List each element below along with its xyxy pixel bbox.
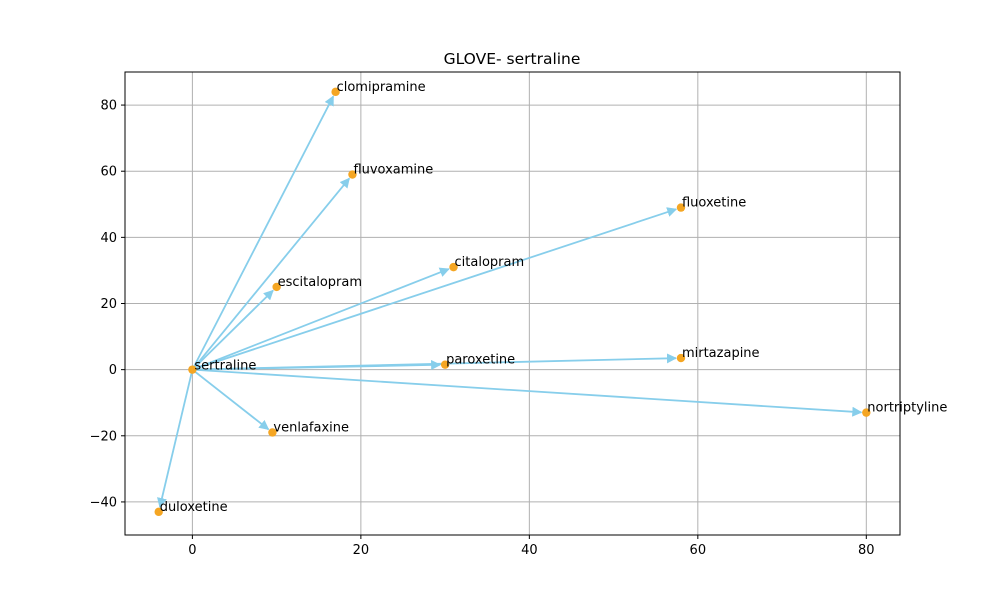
label-escitalopram: escitalopram <box>278 275 362 290</box>
x-tick-label: 80 <box>858 543 875 558</box>
point-sertraline <box>188 365 197 374</box>
label-citalopram: citalopram <box>455 255 525 270</box>
point-duloxetine <box>154 507 163 517</box>
label-sertraline: sertraline <box>194 359 256 374</box>
point-citalopram <box>449 262 458 272</box>
point-clomipramine <box>331 87 340 97</box>
arrow-escitalopram <box>191 289 274 371</box>
x-tick-label: 0 <box>188 543 196 558</box>
arrow-mirtazapine <box>192 353 677 371</box>
arrow-nortriptyline <box>192 368 863 417</box>
point-mirtazapine <box>676 353 686 363</box>
point-fluoxetine <box>676 203 686 212</box>
arrow-clomipramine <box>191 95 335 371</box>
y-tick-label: −20 <box>90 429 117 444</box>
point-venlafaxine <box>268 428 277 437</box>
arrow-citalopram <box>192 267 450 371</box>
axis-ticks: 0 20 40 60 80 −40 −20 0 20 40 60 80 <box>90 99 875 558</box>
x-tick-label: 40 <box>521 543 538 558</box>
point-nortriptyline <box>862 408 871 417</box>
arrow-duloxetine <box>157 369 194 508</box>
arrow-fluoxetine <box>192 207 678 371</box>
point-escitalopram <box>272 282 281 292</box>
label-clomipramine: clomipramine <box>337 80 426 95</box>
arrow-fluvoxamine <box>191 177 350 371</box>
data-points <box>154 87 871 517</box>
label-mirtazapine: mirtazapine <box>682 346 760 361</box>
x-tick-label: 60 <box>690 543 707 558</box>
y-tick-label: −40 <box>90 495 117 510</box>
y-tick-label: 40 <box>100 231 117 246</box>
y-tick-label: 0 <box>109 363 117 378</box>
label-paroxetine: paroxetine <box>446 353 515 368</box>
y-tick-label: 60 <box>100 165 117 180</box>
chart-title: GLOVE- sertraline <box>444 50 581 68</box>
label-fluoxetine: fluoxetine <box>682 196 746 211</box>
label-fluvoxamine: fluvoxamine <box>353 163 433 178</box>
x-tick-label: 20 <box>353 543 370 558</box>
point-labels: sertraline clomipramine fluvoxamine fluoxet… <box>160 80 948 515</box>
arrows <box>157 95 863 508</box>
point-fluvoxamine <box>348 170 357 179</box>
label-venlafaxine: venlafaxine <box>273 420 349 435</box>
arrow-venlafaxine <box>191 368 270 431</box>
label-duloxetine: duloxetine <box>160 500 228 515</box>
y-tick-label: 20 <box>100 297 117 312</box>
point-paroxetine <box>440 360 450 369</box>
label-nortriptyline: nortriptyline <box>867 401 947 416</box>
grid-lines <box>125 72 900 535</box>
y-tick-label: 80 <box>100 99 117 114</box>
plot-frame <box>124 71 901 536</box>
